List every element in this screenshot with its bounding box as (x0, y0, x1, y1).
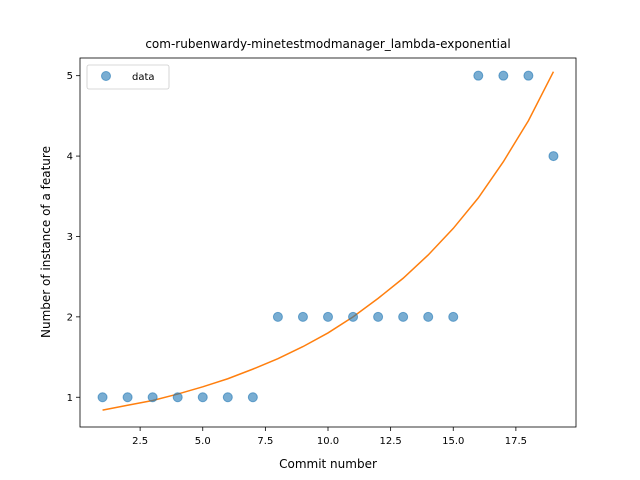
legend-marker (101, 71, 111, 81)
y-axis-label: Number of instance of a feature (39, 146, 53, 338)
data-point (448, 311, 459, 322)
x-tick-label: 2.5 (132, 436, 148, 447)
data-point (348, 311, 359, 322)
x-axis-label: Commit number (279, 457, 377, 471)
data-point (172, 392, 183, 403)
data-point (97, 392, 108, 403)
data-point (498, 70, 509, 81)
data-points-series (97, 70, 559, 403)
x-tick-label: 10.0 (317, 436, 339, 447)
y-tick-label: 4 (67, 152, 73, 163)
data-point (423, 311, 434, 322)
legend-box (86, 64, 170, 90)
x-tick-label: 12.5 (379, 436, 401, 447)
y-tick-label: 3 (67, 232, 73, 243)
plot-area (79, 57, 577, 428)
data-point (548, 151, 559, 162)
data-point (523, 70, 534, 81)
axes-frame (79, 57, 577, 428)
data-point (147, 392, 158, 403)
chart-title: com-rubenwardy-minetestmodmanager_lambda… (145, 37, 510, 51)
legend: data (86, 64, 170, 90)
data-point (222, 392, 233, 403)
data-point (473, 70, 484, 81)
y-axis-ticks: 1 2 3 4 5 (67, 71, 80, 404)
x-tick-label: 15.0 (442, 436, 464, 447)
legend-label-data: data (132, 72, 155, 83)
x-tick-label: 7.5 (257, 436, 273, 447)
data-point (297, 311, 308, 322)
data-point (323, 311, 333, 322)
x-tick-label: 5.0 (195, 436, 211, 447)
data-point (272, 311, 283, 322)
data-point (398, 311, 409, 322)
y-tick-label: 5 (67, 71, 73, 82)
data-point (247, 392, 258, 403)
x-axis-ticks: 2.5 5.0 7.5 10.0 12.5 15.0 17.5 (132, 427, 527, 447)
data-point (373, 311, 384, 322)
data-point (122, 392, 133, 403)
x-tick-label: 17.5 (505, 436, 527, 447)
y-tick-label: 1 (67, 393, 73, 404)
data-point (197, 392, 208, 403)
y-tick-label: 2 (67, 312, 73, 323)
